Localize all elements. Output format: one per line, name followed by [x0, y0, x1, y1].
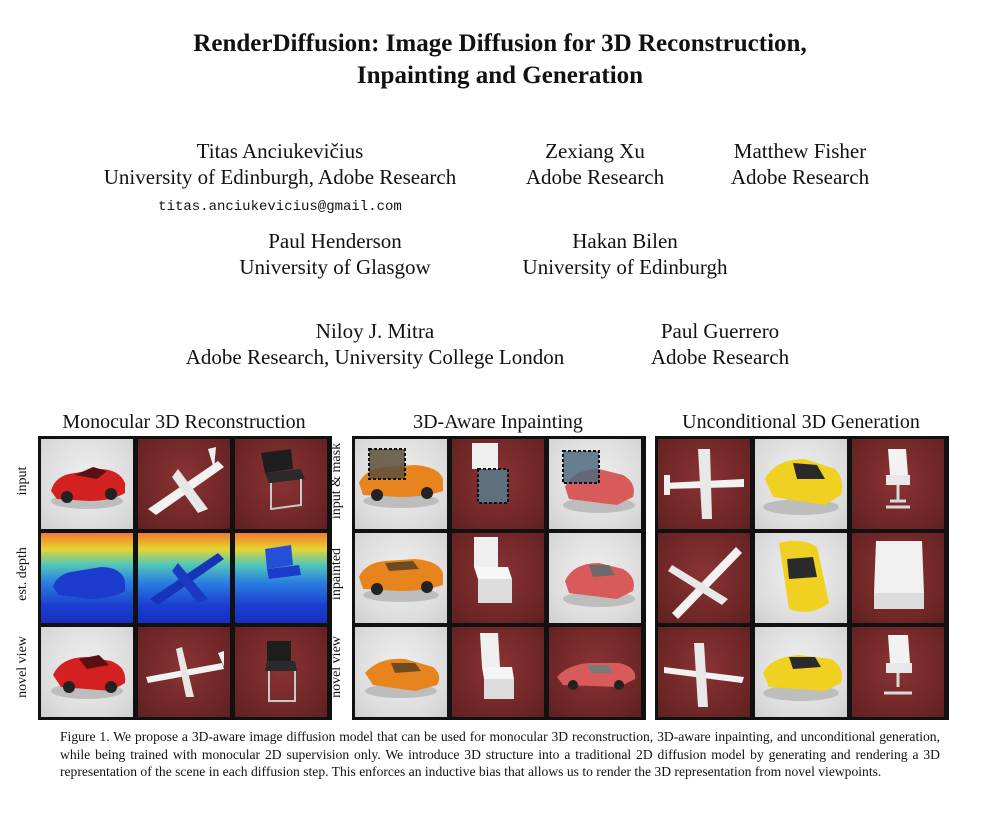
recon-depth-plane [137, 532, 231, 624]
author-4: Paul Henderson University of Glasgow [210, 228, 460, 280]
recon-novel-car [40, 626, 134, 718]
row-label-novel-view: novel view [15, 636, 30, 698]
recon-novel-chair [234, 626, 328, 718]
paper-title-line-2: Inpainting and Generation [356, 62, 644, 89]
recon-novel-plane [137, 626, 231, 718]
gen-yellow-car-3 [754, 626, 848, 718]
author-1: Titas Anciukevičius University of Edinbu… [80, 138, 480, 220]
panel-generation [655, 436, 949, 720]
inpainted-pink-car [548, 532, 642, 624]
row-label-input: input [15, 466, 30, 496]
gen-plane-3 [657, 626, 751, 718]
author-name: Niloy J. Mitra [315, 319, 435, 343]
gen-chair-1 [851, 438, 945, 530]
author-7: Paul Guerrero Adobe Research [630, 318, 810, 370]
gen-yellow-car-2 [754, 532, 848, 624]
gen-yellow-car-1 [754, 438, 848, 530]
author-3: Matthew Fisher Adobe Research [710, 138, 890, 190]
inpaint-novel-car [354, 626, 448, 718]
recon-input-car [40, 438, 134, 530]
author-affiliation: Adobe Research [525, 165, 665, 189]
recon-depth-car [40, 532, 134, 624]
figure-caption: Figure 1. We propose a 3D-aware image di… [60, 729, 940, 779]
gen-plane-2 [657, 532, 751, 624]
recon-input-plane [137, 438, 231, 530]
inpaint-novel-chair [451, 626, 545, 718]
inpaint-input-car [354, 438, 448, 530]
row-label-est-depth: est. depth [15, 547, 30, 601]
author-name: Paul Henderson [268, 229, 402, 253]
author-affiliation: Adobe Research [650, 345, 790, 369]
panel-title-inpainting: 3D-Aware Inpainting [413, 411, 583, 433]
recon-input-chair [234, 438, 328, 530]
author-name: Zexiang Xu [545, 139, 645, 163]
author-name: Hakan Bilen [572, 229, 678, 253]
panel-reconstruction [38, 436, 332, 720]
gen-plane-1 [657, 438, 751, 530]
author-affiliation: Adobe Research, University College Londo… [185, 345, 565, 369]
recon-depth-chair [234, 532, 328, 624]
author-6: Niloy J. Mitra Adobe Research, Universit… [160, 318, 590, 370]
panel-title-generation: Unconditional 3D Generation [682, 411, 920, 433]
panel-inpainting [352, 436, 646, 720]
author-affiliation: University of Edinburgh, Adobe Research [103, 165, 457, 189]
author-name: Titas Anciukevičius [196, 139, 364, 163]
author-name: Paul Guerrero [660, 319, 780, 343]
gen-chair-3 [851, 626, 945, 718]
author-name: Matthew Fisher [733, 139, 867, 163]
inpaint-input-chair [451, 438, 545, 530]
paper-title-line-1: RenderDiffusion: Image Diffusion for 3D … [193, 30, 807, 57]
gen-chair-2 [851, 532, 945, 624]
author-affiliation: University of Glasgow [239, 255, 431, 279]
author-affiliation: University of Edinburgh [522, 255, 728, 279]
author-email: titas.anciukevicius@gmail.com [158, 199, 402, 215]
inpaint-input-pink-car [548, 438, 642, 530]
inpainted-car [354, 532, 448, 624]
author-2: Zexiang Xu Adobe Research [500, 138, 690, 190]
panel-title-reconstruction: Monocular 3D Reconstruction [62, 411, 306, 433]
inpainted-chair [451, 532, 545, 624]
inpaint-novel-pink-car [548, 626, 642, 718]
author-5: Hakan Bilen University of Edinburgh [500, 228, 750, 280]
author-affiliation: Adobe Research [730, 165, 870, 189]
